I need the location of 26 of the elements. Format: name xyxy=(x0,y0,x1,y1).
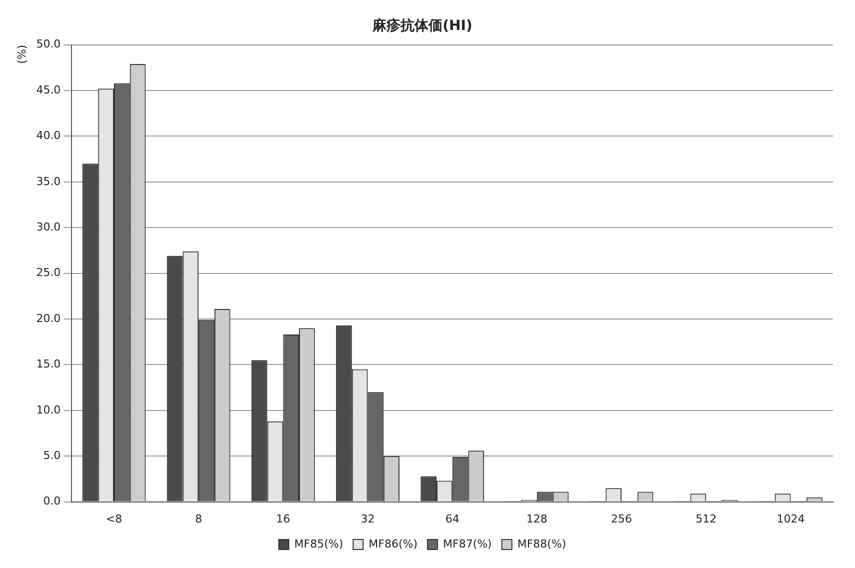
legend-label: MF87(%) xyxy=(443,537,492,550)
y-tick-label: 30.0 xyxy=(36,220,61,234)
y-tick-label: 40.0 xyxy=(36,129,61,142)
y-tick-label: 20.0 xyxy=(36,312,61,325)
chart-title: 麻疹抗体価(HI) xyxy=(372,17,472,34)
x-tick-label: 8 xyxy=(195,512,202,526)
y-tick-label: 15.0 xyxy=(36,358,61,371)
y-tick-label: 35.0 xyxy=(36,174,61,188)
legend-label: MF88(%) xyxy=(517,537,566,550)
y-tick-label: 50.0 xyxy=(36,38,61,51)
x-tick-label: 32 xyxy=(360,512,375,526)
x-tick-label: 128 xyxy=(526,512,548,526)
y-tick-label: 25.0 xyxy=(36,266,61,280)
y-tick-label: 0.0 xyxy=(43,494,61,508)
x-tick-label: 512 xyxy=(696,512,717,526)
legend-label: MF86(%) xyxy=(368,537,418,550)
legend-label: MF85(%) xyxy=(294,537,344,550)
x-tick-label: 16 xyxy=(276,512,290,526)
y-tick-label: 45.0 xyxy=(36,83,61,96)
x-tick-label: 256 xyxy=(611,512,632,526)
y-tick-label: 10.0 xyxy=(36,403,61,416)
x-tick-label: 64 xyxy=(445,512,460,526)
x-tick-label: <8 xyxy=(106,512,122,526)
y-axis-title: (%) xyxy=(15,44,28,64)
x-tick-label: 1024 xyxy=(776,512,805,526)
y-tick-label: 5.0 xyxy=(43,448,61,462)
